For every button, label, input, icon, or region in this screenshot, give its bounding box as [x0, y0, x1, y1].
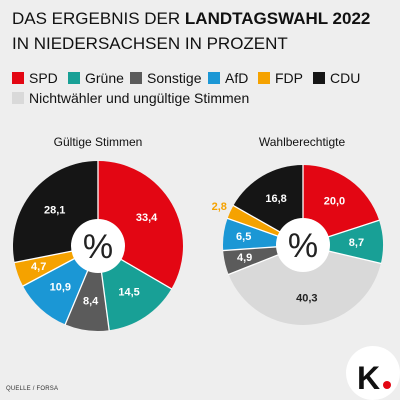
slice-nichtwaehler-und-ungueltige-stimmen [228, 245, 381, 325]
legend-item-nichtwaehler: Nichtwähler und ungültige Stimmen [12, 91, 249, 105]
center-percent-label: % [288, 227, 318, 265]
legend-label-gruene: Grüne [85, 70, 124, 86]
legend-label-spd: SPD [29, 70, 58, 86]
value-label-spd: 33,4 [136, 212, 158, 224]
value-label-sonstige: 4,9 [237, 252, 252, 264]
slice-separator [64, 269, 89, 326]
donut-hole [71, 219, 125, 273]
slice-separator [100, 271, 110, 331]
donut-chart-gueltige-stimmen: 33,4 14,5 8,4 10,9 4,7 28,1% [13, 160, 183, 331]
slice-separator [226, 217, 279, 237]
legend-label-sonstige: Sonstige [147, 70, 202, 86]
slice-separator [22, 257, 76, 287]
slice-separator [222, 246, 278, 252]
logo-dot [383, 381, 391, 389]
value-label-cdu: 16,8 [265, 193, 286, 205]
donut-chart-wahlberechtigte: 20,0 8,7 40,3 4,9 6,5 2,8 16,8% [212, 164, 383, 325]
value-label-afd: 10,9 [50, 281, 71, 293]
value-label-fdp: 4,7 [31, 261, 46, 273]
slice-separator [120, 258, 173, 290]
logo-letter: K [357, 360, 381, 396]
chart-title-wahlberechtigte: Wahlberechtigte [258, 135, 346, 149]
slice-separator [328, 250, 382, 265]
legend-item-fdp: FDP [258, 71, 303, 85]
legend-item-cdu: CDU [313, 71, 360, 85]
legend-label-fdp: FDP [275, 70, 303, 86]
slice-separator [13, 250, 73, 264]
legend-label-afd: AfD [225, 70, 249, 86]
slice-spd [303, 165, 380, 245]
slice-afd [23, 246, 98, 325]
value-label-cdu: 28,1 [44, 204, 65, 216]
value-label-gruene: 14,5 [118, 287, 139, 299]
headline-regular-text: DAS ERGEBNIS DER [12, 9, 181, 28]
value-label-afd: 6,5 [236, 231, 251, 243]
chart-title-gueltige-stimmen: Gültige Stimmen [53, 135, 143, 149]
legend-item-spd: SPD [12, 71, 58, 85]
headline-line1: DAS ERGEBNIS DER LANDTAGSWAHL 2022 [12, 6, 370, 31]
legend-swatch-afd [208, 72, 220, 84]
value-label-sonstige: 8,4 [83, 296, 99, 308]
headline: DAS ERGEBNIS DER LANDTAGSWAHL 2022 IN NIE… [12, 6, 370, 56]
legend-swatch-gruene [68, 72, 80, 84]
source-credit: QUELLE / FORSA [6, 386, 59, 392]
legend-swatch-spd [12, 72, 24, 84]
legend-item-afd: AfD [208, 71, 248, 85]
value-label-fdp: 2,8 [212, 201, 227, 213]
slice-separator [227, 253, 280, 276]
value-label-nichtwaehler-und-ungueltige-stimmen: 40,3 [296, 292, 317, 304]
value-label-gruene: 8,7 [349, 237, 364, 249]
value-label-spd: 20,0 [324, 196, 345, 208]
legend-label-nichtwaehler: Nichtwähler und ungültige Stimmen [29, 90, 250, 106]
slice-separator [232, 204, 281, 233]
brand-logo: K [346, 346, 400, 400]
headline-bold-text: LANDTAGSWAHL 2022 [184, 9, 371, 28]
legend-swatch-fdp [258, 72, 270, 84]
legend-swatch-nichtwaehler [12, 92, 24, 104]
legend-swatch-sonstige [130, 72, 142, 84]
headline-line2: IN NIEDERSACHSEN IN PROZENT [12, 34, 288, 53]
legend-swatch-cdu [313, 72, 325, 84]
center-percent-label: % [83, 228, 113, 266]
slice-gruene [303, 220, 383, 264]
legend-item-gruene: Grüne [68, 71, 124, 85]
donut-hole [276, 218, 330, 272]
legend-label-cdu: CDU [330, 70, 361, 86]
slice-gruene [98, 246, 172, 331]
legend-item-sonstige: Sonstige [130, 71, 201, 85]
slice-separator [327, 219, 380, 238]
